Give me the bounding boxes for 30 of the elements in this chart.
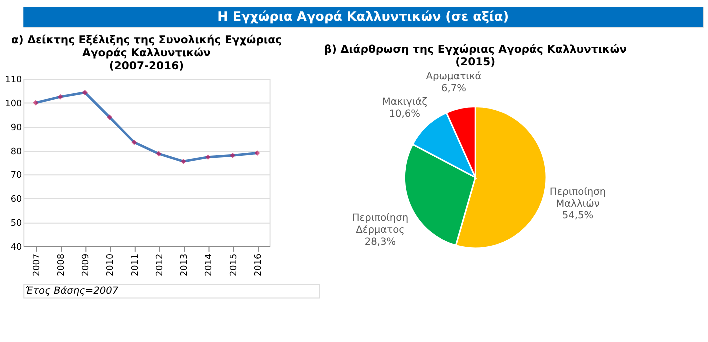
data-label: 6,7% (442, 83, 467, 94)
x-tick-label: 2010 (106, 254, 116, 276)
slice-label: Αρωματικά (426, 71, 482, 82)
x-tick-label: 2007 (32, 254, 42, 276)
y-tick-label: 100 (5, 100, 23, 110)
y-tick-label: 40 (10, 242, 23, 253)
y-tick-label: 80 (10, 147, 23, 158)
x-tick-label: 2013 (180, 254, 190, 276)
chart-title: β) Διάρθρωση της Εγχώριας Αγοράς Καλλυντικών (2015) (324, 42, 627, 69)
data-label: 54,5% (562, 210, 594, 222)
y-tick-label: 50 (10, 219, 23, 230)
y-tick-label: 110 (5, 76, 23, 86)
text: Έτος Βάσης=2007 (26, 286, 120, 297)
x-tick-label: 2009 (82, 254, 92, 276)
x-tick-label: 2011 (130, 254, 141, 276)
data-label: 10,6% (389, 108, 421, 120)
slice-label: Μακιγιάζ (382, 97, 428, 108)
text: Η Εγχώρια Αγορά Καλλυντικών (σε αξία) (218, 10, 510, 26)
y-tick-label: 60 (10, 195, 23, 206)
x-tick-label: 2012 (155, 254, 166, 276)
x-tick-label: 2016 (254, 254, 264, 276)
y-tick-label: 70 (10, 171, 23, 182)
chart-title: α) Δείκτης Εξέλιξης της Συνολικής Εγχώριας Αγοράς Καλλυντικών (2007-2016) (11, 34, 282, 72)
slice-label: Περιποίηση Μαλλιών (550, 186, 606, 210)
x-tick-label: 2014 (204, 254, 215, 276)
x-tick-label: 2015 (229, 254, 240, 276)
y-tick-label: 90 (10, 123, 23, 134)
x-tick-label: 2008 (57, 254, 68, 276)
data-label: 28,3% (364, 236, 396, 248)
slice-label: Περιποίηση Δέρματος (352, 213, 409, 236)
